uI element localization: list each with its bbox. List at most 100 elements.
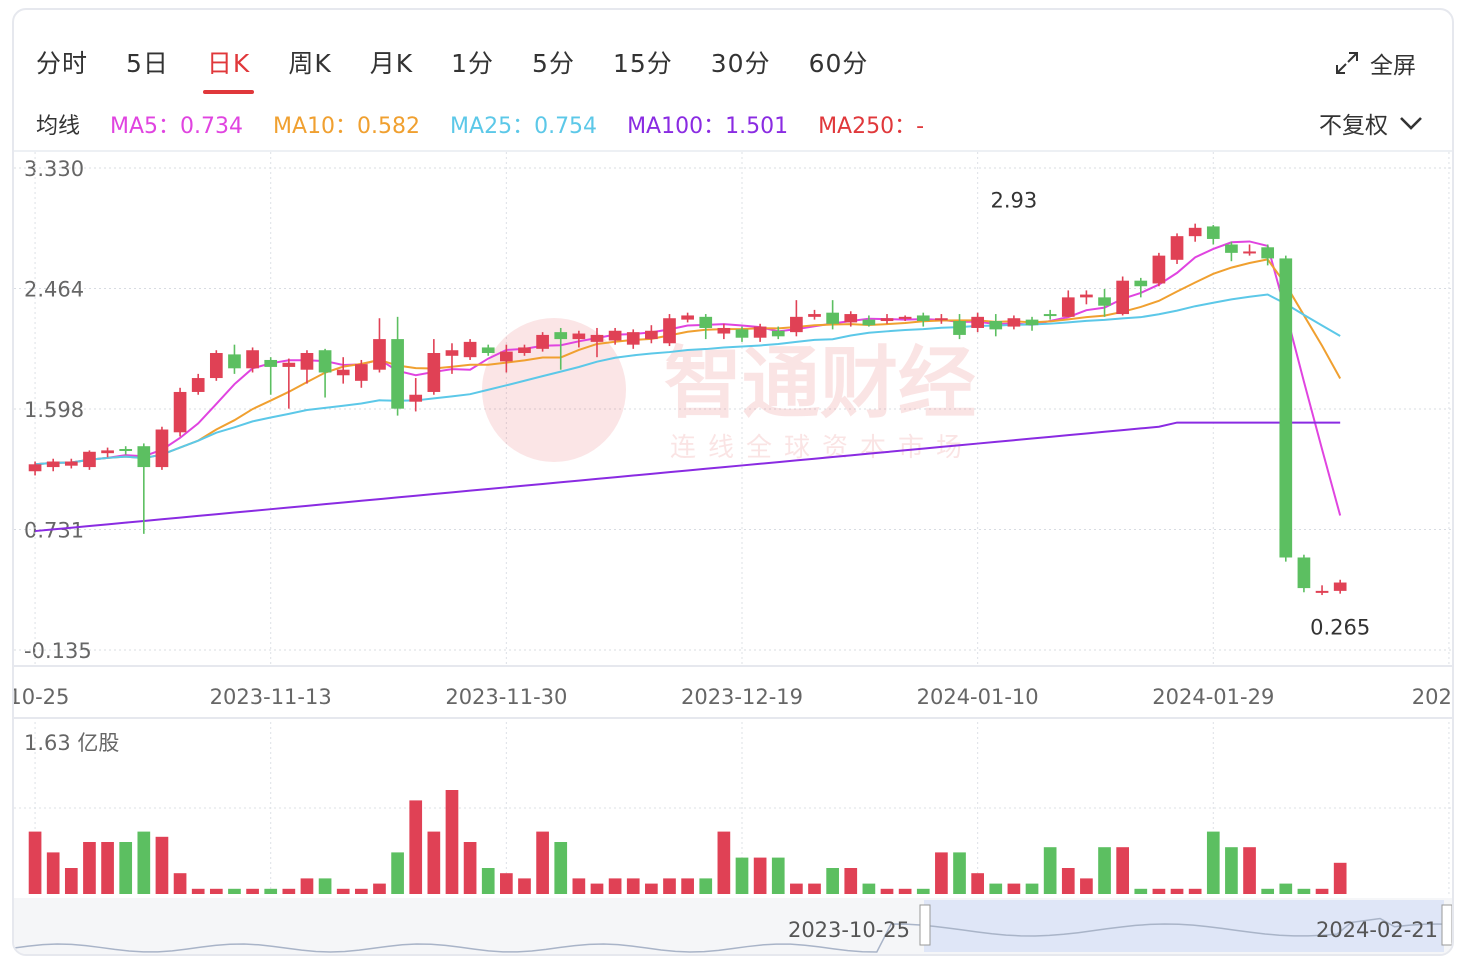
- candle-body: [626, 332, 640, 345]
- candle-body: [953, 321, 966, 335]
- volume-bar: [354, 888, 368, 894]
- candle-body: [1206, 226, 1220, 239]
- tab-monthly-k[interactable]: 月K: [369, 49, 414, 78]
- volume-bar: [645, 883, 658, 894]
- volume-bar: [1297, 888, 1311, 894]
- candle-body: [463, 341, 477, 358]
- adjust-dropdown[interactable]: 不复权: [1319, 106, 1424, 140]
- candle-body: [717, 327, 731, 334]
- candle-body: [318, 350, 332, 373]
- candle-body: [373, 339, 386, 370]
- volume-bar: [971, 873, 984, 894]
- candle-body: [790, 316, 803, 333]
- volume-bar: [1333, 862, 1347, 894]
- volume-bar: [119, 842, 133, 894]
- volume-bar: [1043, 847, 1057, 894]
- candle-body: [83, 451, 96, 468]
- volume-bar: [771, 857, 785, 894]
- candle-body: [971, 316, 984, 328]
- navigator-window: [924, 900, 1444, 952]
- volume-bar: [826, 868, 839, 894]
- volume-bar: [228, 888, 241, 894]
- x-tick-label: 2023-11-13: [210, 685, 332, 709]
- volume-bar: [1134, 888, 1148, 894]
- volume-bar: [590, 883, 604, 894]
- candle-body: [1261, 247, 1275, 259]
- volume-bar: [1279, 883, 1293, 894]
- fullscreen-button[interactable]: 全屏: [1334, 46, 1416, 80]
- candle-body: [916, 315, 930, 322]
- candle-body: [354, 364, 368, 381]
- watermark-logo: [482, 318, 626, 462]
- volume-bar: [1315, 888, 1329, 894]
- volume-bar: [989, 883, 1003, 894]
- y-tick-label: 3.330: [24, 157, 84, 181]
- candle-body: [191, 378, 205, 392]
- candle-body: [681, 315, 694, 320]
- tab-30min[interactable]: 30分: [710, 49, 771, 78]
- volume-bar: [663, 878, 676, 894]
- candle-body: [264, 359, 278, 367]
- volume-bar: [409, 800, 423, 894]
- price-annotation: 2.93: [991, 189, 1038, 213]
- candle-body: [645, 330, 658, 340]
- tab-daily-k[interactable]: 日K: [202, 44, 255, 94]
- volume-bar: [935, 852, 948, 894]
- volume-bar: [880, 888, 894, 894]
- volume-bar: [282, 888, 296, 894]
- x-tick-label: 2024-01-29: [1152, 685, 1274, 709]
- volume-bar: [336, 888, 350, 894]
- candle-body: [1007, 318, 1021, 327]
- tab-weekly-k[interactable]: 周K: [288, 49, 332, 78]
- candle-body: [1080, 294, 1093, 298]
- candle-body: [771, 330, 785, 337]
- tab-fenshi[interactable]: 分时: [36, 49, 89, 78]
- y-tick-label: 0.731: [24, 519, 84, 543]
- candle-body: [1043, 314, 1057, 317]
- ma10-legend: MA10：0.582: [273, 114, 421, 139]
- candle-body: [336, 369, 350, 376]
- ma-label: 均线: [36, 114, 81, 139]
- ma25-line: [34, 293, 1341, 466]
- volume-bar: [626, 878, 640, 894]
- volume-bar: [46, 852, 60, 894]
- tab-5min[interactable]: 5分: [532, 49, 575, 78]
- candle-body: [1333, 582, 1347, 591]
- candle-body: [572, 333, 586, 340]
- candle-body: [28, 464, 42, 472]
- tab-1min[interactable]: 1分: [451, 49, 495, 78]
- tab-15min[interactable]: 15分: [612, 49, 673, 78]
- tab-5day[interactable]: 5日: [126, 49, 169, 78]
- candle-body: [1297, 557, 1311, 589]
- volume-bar: [554, 842, 568, 894]
- tab-60min[interactable]: 60分: [808, 49, 869, 78]
- candle-body: [427, 353, 441, 392]
- candle-body: [735, 329, 749, 338]
- ma5-legend: MA5：0.734: [110, 114, 244, 139]
- candle-body: [1243, 251, 1256, 254]
- volume-bar: [209, 888, 223, 894]
- candle-body: [935, 318, 948, 321]
- volume-bar: [137, 831, 151, 894]
- volume-bar: [808, 883, 821, 894]
- adjust-label: 不复权: [1319, 113, 1388, 139]
- candle-body: [155, 429, 169, 468]
- x-tick-label: 2024-01-10: [917, 685, 1039, 709]
- volume-bar: [862, 883, 876, 894]
- candle-body: [590, 334, 604, 342]
- ma250-legend: MA250：-: [818, 114, 925, 139]
- candle-body: [826, 312, 839, 324]
- volume-bar: [173, 873, 187, 894]
- kline-chart[interactable]: 3.330 2.464 1.598 0.731 -0.135 -10-25 2023-11-…: [14, 10, 1452, 954]
- candle-body: [1025, 319, 1039, 326]
- candle-body: [518, 347, 531, 354]
- candle-body: [500, 351, 513, 362]
- volume-bar: [916, 888, 930, 894]
- x-tick-label: -10-25: [14, 685, 69, 709]
- volume-bar: [790, 883, 803, 894]
- volume-bar: [1116, 847, 1130, 894]
- candle-body: [1170, 236, 1184, 260]
- volume-bar: [391, 852, 404, 894]
- volume-bar: [64, 868, 78, 894]
- candle-body: [300, 353, 314, 370]
